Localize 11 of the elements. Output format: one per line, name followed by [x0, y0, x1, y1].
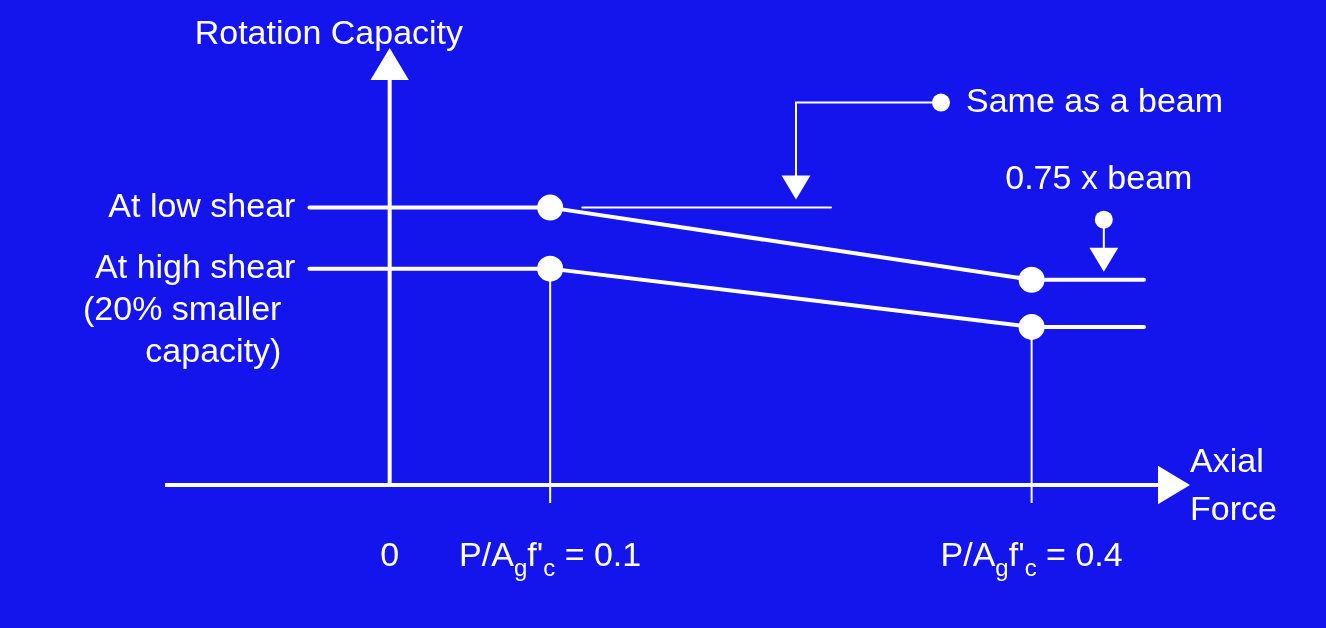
text: Same as a beam — [966, 80, 1224, 119]
series-label: At low shear — [108, 185, 296, 224]
series-label: At high shear (20% smaller capacity) — [83, 247, 296, 370]
point — [537, 255, 564, 282]
point — [1018, 313, 1045, 340]
point — [537, 194, 564, 221]
annotation: 0.75 x beam — [1005, 158, 1193, 197]
x-tick-label: 0 — [380, 535, 400, 574]
point — [1018, 266, 1045, 293]
x-axis-title: Axial Force — [1190, 441, 1277, 528]
y-axis-title: Rotation Capacity — [194, 13, 464, 52]
